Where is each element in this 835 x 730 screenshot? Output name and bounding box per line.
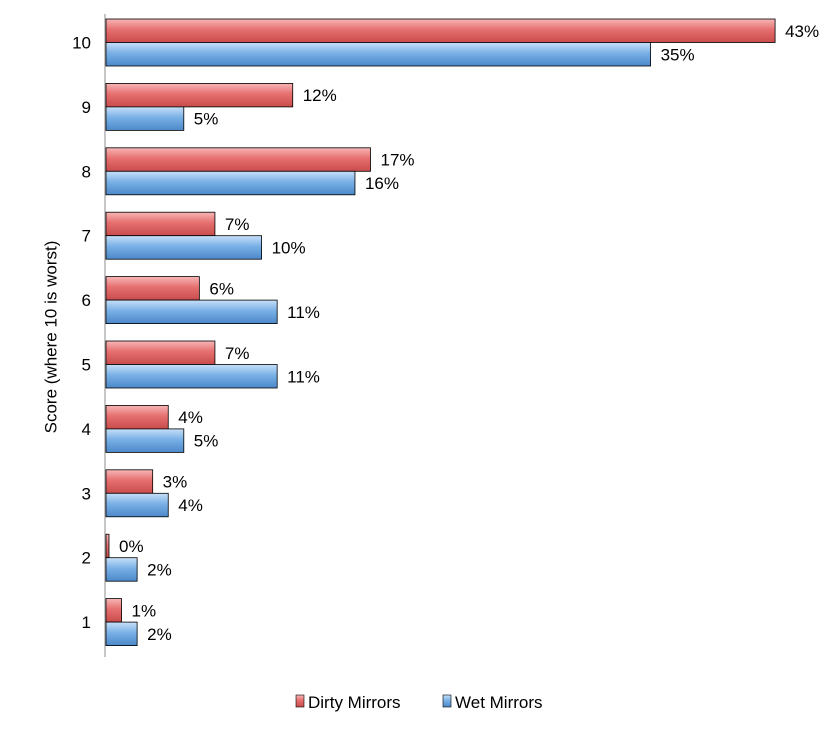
y-tick-label: 1 — [82, 613, 91, 632]
bar-wet-mirrors-score-9 — [105, 106, 185, 131]
bar-dirty-mirrors-score-2 — [105, 533, 110, 559]
data-label: 2% — [147, 625, 172, 644]
data-label: 6% — [209, 279, 234, 298]
data-label: 5% — [194, 432, 219, 451]
bar-wet-mirrors-score-6 — [105, 299, 278, 325]
bar-dirty-mirrors-score-1 — [105, 598, 122, 623]
legend-swatch-wet-mirrors — [442, 694, 452, 708]
legend-label-wet-mirrors: Wet Mirrors — [455, 693, 543, 712]
bar-dirty-mirrors-score-5 — [105, 340, 216, 365]
legend-label-dirty-mirrors: Dirty Mirrors — [308, 693, 401, 712]
data-label: 10% — [272, 238, 306, 257]
data-label: 11% — [287, 367, 320, 386]
bar-dirty-mirrors-score-10 — [105, 18, 776, 43]
data-label: 2% — [147, 560, 172, 579]
data-label: 17% — [381, 151, 415, 170]
data-label: 16% — [365, 174, 399, 193]
bar-wet-mirrors-score-3 — [105, 492, 169, 518]
bar-wet-mirrors-score-7 — [105, 235, 263, 260]
data-labels-group: 43% 35% 12% 5% 17% 16% 7% 10% 6% 11% 7% 11% 4% 5% 3% 4%… — [119, 22, 819, 644]
y-tick-label: 4 — [82, 420, 91, 439]
legend-swatch-dirty-mirrors — [295, 694, 305, 708]
y-tick-labels-group: 10 9 8 7 6 5 4 3 2 1 — [72, 34, 91, 633]
data-label: 43% — [785, 22, 819, 41]
data-label: 35% — [661, 45, 695, 64]
bar-wet-mirrors-score-5 — [105, 364, 278, 389]
y-tick-label: 2 — [82, 549, 91, 568]
data-label: 4% — [178, 408, 203, 427]
bar-wet-mirrors-score-8 — [105, 170, 356, 196]
y-axis-title: Score (where 10 is worst) — [41, 241, 60, 434]
data-label: 7% — [225, 215, 250, 234]
y-tick-label: 6 — [82, 291, 91, 310]
bar-dirty-mirrors-score-9 — [105, 83, 294, 108]
bar-wet-mirrors-score-1 — [105, 621, 138, 646]
y-tick-label: 8 — [82, 162, 91, 181]
bar-dirty-mirrors-score-8 — [105, 147, 371, 172]
data-label: 4% — [178, 496, 203, 515]
data-label: 7% — [225, 344, 250, 363]
data-label: 11% — [287, 303, 320, 322]
bar-dirty-mirrors-score-7 — [105, 211, 216, 237]
bar-wet-mirrors-score-4 — [105, 428, 185, 453]
data-label: 3% — [163, 473, 188, 492]
y-tick-label: 5 — [82, 356, 91, 375]
bar-dirty-mirrors-score-6 — [105, 276, 200, 301]
bar-dirty-mirrors-score-4 — [105, 404, 169, 430]
data-label: 1% — [132, 601, 157, 620]
bars-group — [105, 18, 776, 646]
data-label: 0% — [119, 537, 144, 556]
y-tick-label: 7 — [82, 227, 91, 246]
bar-wet-mirrors-score-10 — [105, 42, 651, 67]
data-label: 12% — [303, 86, 337, 105]
legend: Dirty Mirrors Wet Mirrors — [295, 693, 543, 712]
y-tick-label: 9 — [82, 98, 91, 117]
y-tick-label: 10 — [72, 34, 91, 53]
bar-wet-mirrors-score-2 — [105, 557, 138, 582]
data-label: 5% — [194, 110, 219, 129]
y-tick-label: 3 — [82, 484, 91, 503]
bar-dirty-mirrors-score-3 — [105, 469, 154, 494]
